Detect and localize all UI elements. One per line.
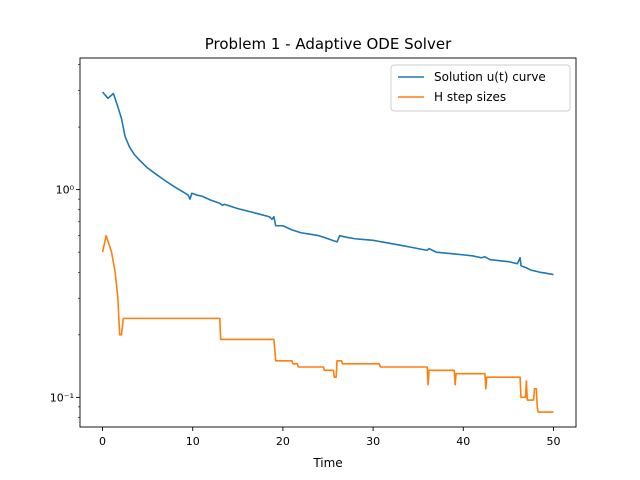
legend-label-1: Solution u(t) curve bbox=[434, 70, 546, 84]
axes: 0 10 20 30 40 50 10⁻¹ 10⁰ bbox=[50, 57, 577, 448]
x-tick-label: 0 bbox=[99, 435, 106, 448]
legend: Solution u(t) curve H step sizes bbox=[390, 64, 571, 112]
y-tick-label: 10⁻¹ bbox=[50, 391, 74, 404]
y-tick-label: 10⁰ bbox=[56, 184, 75, 197]
legend-box bbox=[390, 64, 571, 112]
legend-label-2: H step sizes bbox=[434, 90, 506, 104]
series-line-1 bbox=[101, 91, 554, 276]
plot-area bbox=[101, 91, 554, 413]
x-axis-label: Time bbox=[312, 456, 342, 470]
axes-frame bbox=[79, 57, 577, 428]
chart-title: Problem 1 - Adaptive ODE Solver bbox=[205, 35, 452, 53]
series-line-2 bbox=[101, 234, 554, 413]
x-tick-label: 20 bbox=[276, 435, 290, 448]
x-tick-label: 50 bbox=[546, 435, 560, 448]
x-tick-label: 10 bbox=[186, 435, 200, 448]
x-tick-label: 30 bbox=[366, 435, 380, 448]
x-tick-label: 40 bbox=[456, 435, 470, 448]
